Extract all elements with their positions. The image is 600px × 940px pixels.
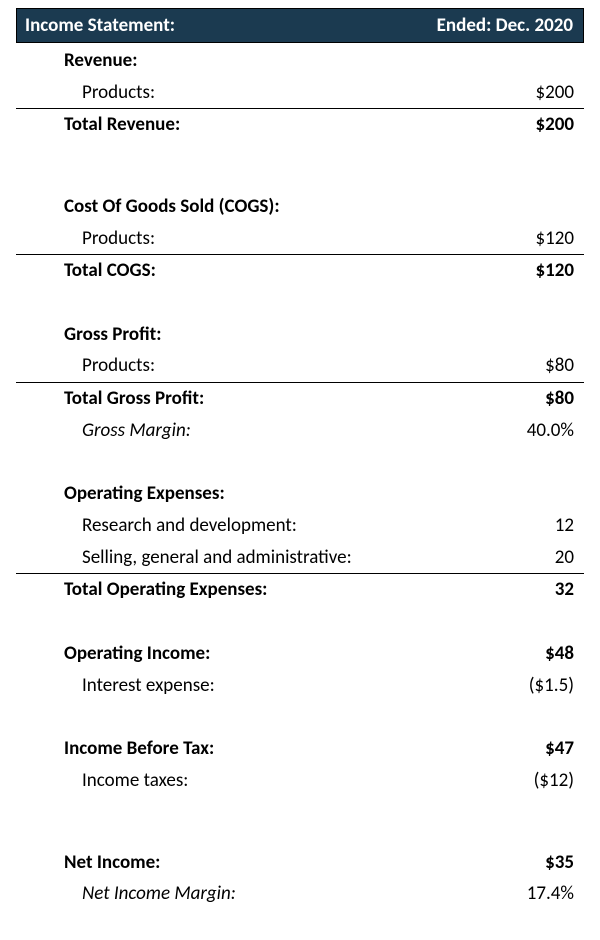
table-row: Products: $200 xyxy=(16,77,584,109)
table-row: Products: $80 xyxy=(16,350,584,382)
spacer-row xyxy=(16,462,584,478)
total-opex-value: 32 xyxy=(495,574,584,606)
spacer-row xyxy=(16,606,584,622)
table-row: Net Income: $35 xyxy=(16,847,584,879)
table-row: Net Income Margin: 17.4% xyxy=(16,878,584,910)
table-row: Interest expense: ($1.5) xyxy=(16,670,584,702)
table-row: Selling, general and administrative: 20 xyxy=(16,542,584,574)
spacer-row xyxy=(16,141,584,175)
pretax-label: Income Before Tax: xyxy=(16,733,495,765)
total-gross-profit-label: Total Gross Profit: xyxy=(16,383,495,415)
spacer-row xyxy=(16,717,584,733)
interest-expense-value: ($1.5) xyxy=(495,670,584,702)
table-row: Gross Profit: xyxy=(16,319,584,351)
net-income-value: $35 xyxy=(495,847,584,879)
net-income-label: Net Income: xyxy=(16,847,495,879)
revenue-line-value: $200 xyxy=(495,77,584,109)
spacer-row xyxy=(16,175,584,191)
table-row: Operating Expenses: xyxy=(16,478,584,510)
operating-income-value: $48 xyxy=(495,638,584,670)
table-row: Total Operating Expenses: 32 xyxy=(16,574,584,606)
net-income-margin-value: 17.4% xyxy=(495,878,584,910)
table-row: Income Before Tax: $47 xyxy=(16,733,584,765)
table-row: Research and development: 12 xyxy=(16,510,584,542)
opex-rd-label: Research and development: xyxy=(16,510,495,542)
gross-profit-line-value: $80 xyxy=(495,350,584,382)
table-row: Total COGS: $120 xyxy=(16,255,584,287)
total-revenue-label: Total Revenue: xyxy=(16,109,495,141)
net-income-margin-label: Net Income Margin: xyxy=(16,878,495,910)
total-opex-label: Total Operating Expenses: xyxy=(16,574,495,606)
revenue-heading: Revenue: xyxy=(16,45,495,77)
table-row: Gross Margin: 40.0% xyxy=(16,415,584,447)
spacer-row xyxy=(16,797,584,831)
cogs-line-value: $120 xyxy=(495,223,584,255)
spacer-row xyxy=(16,622,584,638)
total-cogs-value: $120 xyxy=(495,255,584,287)
interest-expense-label: Interest expense: xyxy=(16,670,495,702)
table-row: Cost Of Goods Sold (COGS): xyxy=(16,191,584,223)
total-cogs-label: Total COGS: xyxy=(16,255,495,287)
header-title: Income Statement: xyxy=(25,14,175,37)
gross-profit-heading: Gross Profit: xyxy=(16,319,495,351)
income-taxes-value: ($12) xyxy=(495,765,584,797)
pretax-value: $47 xyxy=(495,733,584,765)
spacer-row xyxy=(16,701,584,717)
spacer-row xyxy=(16,303,584,319)
opex-sga-value: 20 xyxy=(495,542,584,574)
total-revenue-value: $200 xyxy=(495,109,584,141)
total-gross-profit-value: $80 xyxy=(495,383,584,415)
table-row: Income taxes: ($12) xyxy=(16,765,584,797)
opex-rd-value: 12 xyxy=(495,510,584,542)
table-row: Operating Income: $48 xyxy=(16,638,584,670)
gross-margin-label: Gross Margin: xyxy=(16,415,495,447)
table-row: Total Revenue: $200 xyxy=(16,109,584,141)
revenue-line-label: Products: xyxy=(16,77,495,109)
table-row: Total Gross Profit: $80 xyxy=(16,383,584,415)
statement-header: Income Statement: Ended: Dec. 2020 xyxy=(16,8,584,43)
cogs-heading: Cost Of Goods Sold (COGS): xyxy=(16,191,495,223)
opex-heading: Operating Expenses: xyxy=(16,478,495,510)
table-row: Products: $120 xyxy=(16,223,584,255)
cogs-line-label: Products: xyxy=(16,223,495,255)
income-taxes-label: Income taxes: xyxy=(16,765,495,797)
gross-margin-value: 40.0% xyxy=(495,415,584,447)
table-row: Revenue: xyxy=(16,45,584,77)
header-period: Ended: Dec. 2020 xyxy=(437,14,573,37)
gross-profit-line-label: Products: xyxy=(16,350,495,382)
spacer-row xyxy=(16,287,584,303)
operating-income-label: Operating Income: xyxy=(16,638,495,670)
opex-sga-label: Selling, general and administrative: xyxy=(16,542,495,574)
spacer-row xyxy=(16,446,584,462)
income-statement-table: Revenue: Products: $200 Total Revenue: $… xyxy=(16,45,584,910)
spacer-row xyxy=(16,831,584,847)
